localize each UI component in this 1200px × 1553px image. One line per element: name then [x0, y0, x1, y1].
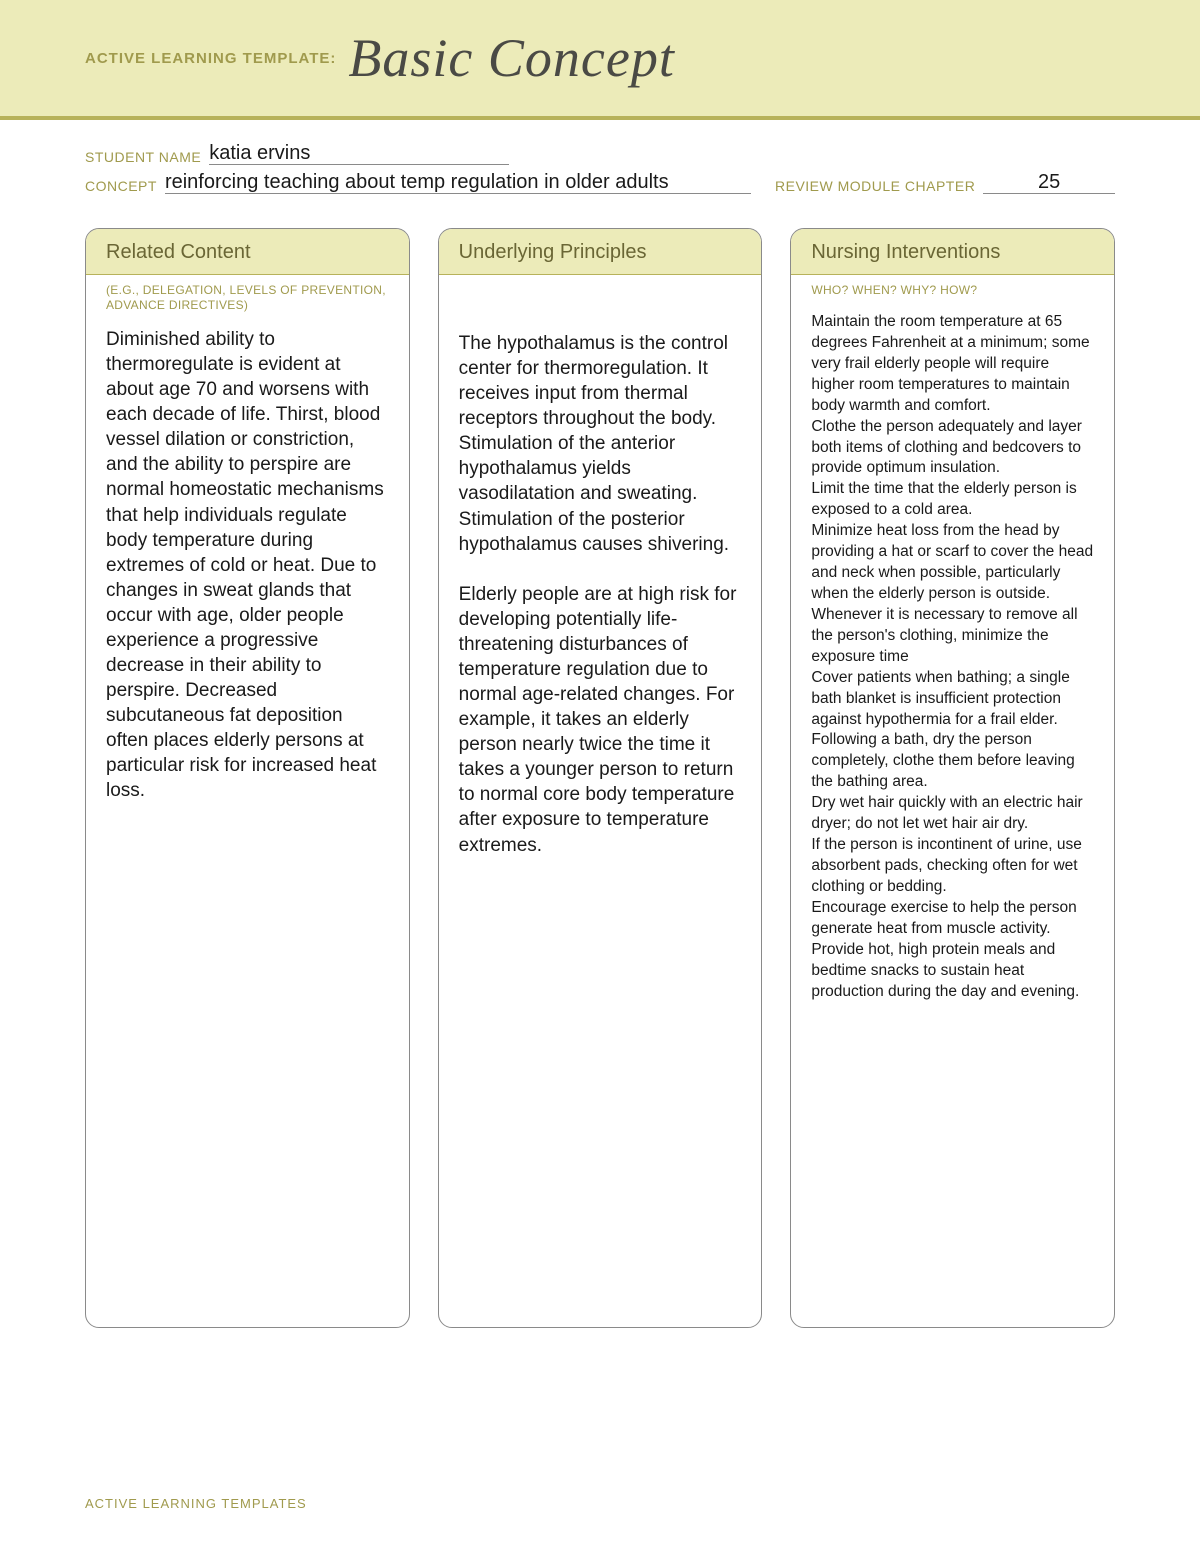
nursing-interventions-body: Maintain the room temperature at 65 degr…	[791, 298, 1114, 1022]
underlying-principles-body: The hypothalamus is the control center f…	[439, 317, 762, 878]
header-banner: ACTIVE LEARNING TEMPLATE: Basic Concept	[0, 0, 1200, 120]
student-name-blank	[509, 149, 569, 165]
info-block: STUDENT NAME katia ervins CONCEPT reinfo…	[0, 120, 1200, 194]
underlying-principles-title: Underlying Principles	[439, 229, 762, 275]
template-label: ACTIVE LEARNING TEMPLATE:	[85, 50, 336, 67]
concept-chapter-row: CONCEPT reinforcing teaching about temp …	[85, 171, 1115, 194]
chapter-field: REVIEW MODULE CHAPTER 25	[775, 171, 1115, 194]
chapter-label: REVIEW MODULE CHAPTER	[775, 178, 975, 194]
related-content-body: Diminished ability to thermoregulate is …	[86, 313, 409, 823]
nursing-interventions-card: Nursing Interventions WHO? WHEN? WHY? HO…	[790, 228, 1115, 1328]
related-content-title: Related Content	[86, 229, 409, 275]
nursing-interventions-subheader: WHO? WHEN? WHY? HOW?	[791, 275, 1114, 298]
student-name-row: STUDENT NAME katia ervins	[85, 142, 1115, 165]
template-title: Basic Concept	[348, 27, 674, 89]
related-content-card: Related Content (E.G., DELEGATION, LEVEL…	[85, 228, 410, 1328]
page-footer: ACTIVE LEARNING TEMPLATES	[85, 1496, 307, 1511]
nursing-interventions-title: Nursing Interventions	[791, 229, 1114, 275]
underlying-principles-subheader	[439, 275, 762, 317]
concept-field: CONCEPT reinforcing teaching about temp …	[85, 171, 751, 194]
concept-label: CONCEPT	[85, 178, 157, 194]
concept-value: reinforcing teaching about temp regulati…	[165, 171, 751, 194]
student-name-label: STUDENT NAME	[85, 149, 201, 165]
chapter-value: 25	[983, 171, 1115, 194]
underlying-principles-card: Underlying Principles The hypothalamus i…	[438, 228, 763, 1328]
related-content-subheader: (E.G., DELEGATION, LEVELS OF PREVENTION,…	[86, 275, 409, 313]
student-name-value: katia ervins	[209, 142, 509, 165]
card-columns: Related Content (E.G., DELEGATION, LEVEL…	[0, 194, 1200, 1328]
page: ACTIVE LEARNING TEMPLATE: Basic Concept …	[0, 0, 1200, 1553]
